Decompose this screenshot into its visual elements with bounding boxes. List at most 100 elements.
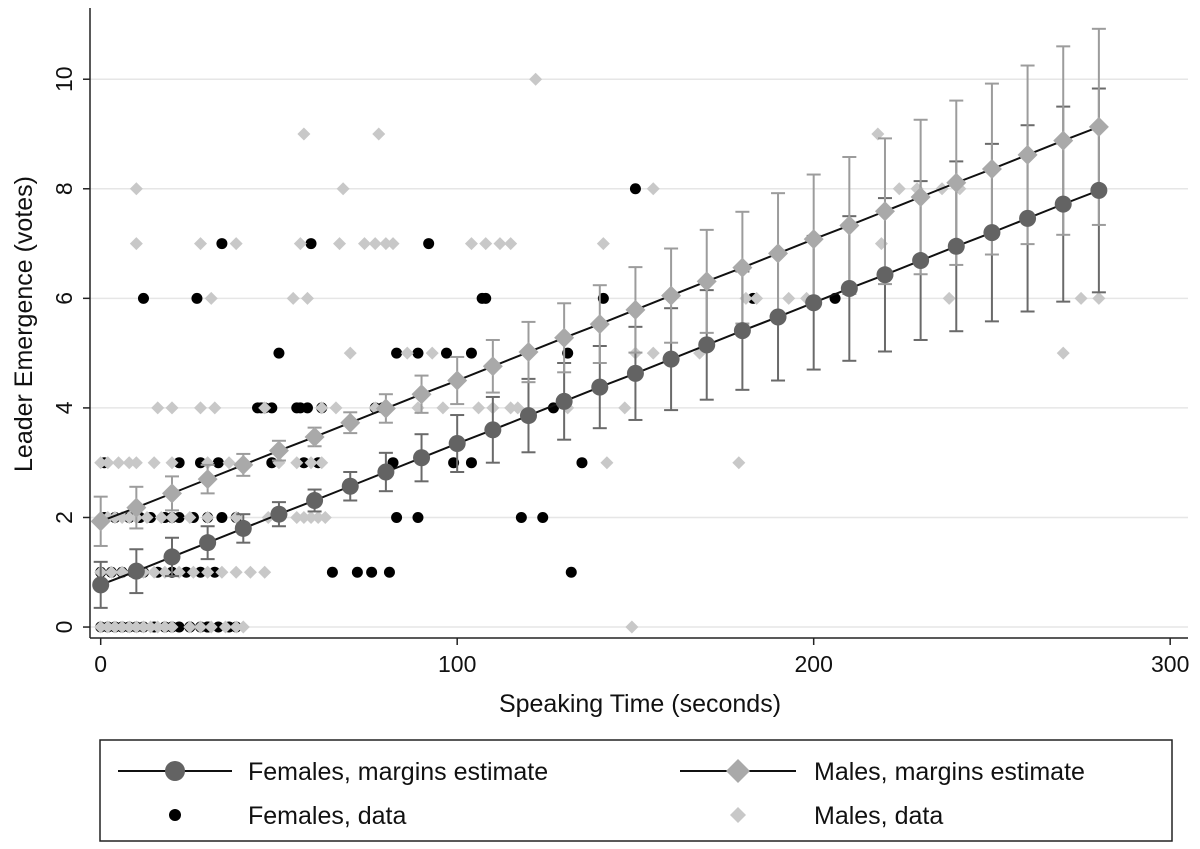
x-tick-label: 200: [794, 651, 832, 677]
male-data-point: [943, 292, 956, 305]
male-data-point: [315, 401, 328, 414]
male-estimate-marker: [483, 356, 503, 376]
y-tick-label: 2: [51, 511, 77, 524]
male-data-point: [893, 182, 906, 195]
female-data-point: [216, 238, 227, 249]
male-data-point: [372, 128, 385, 141]
chart-canvas: 02468100 100 200 300 Speaking Time (seconds…: [0, 0, 1200, 849]
female-estimate-marker: [413, 449, 430, 466]
male-data-point: [337, 182, 350, 195]
female-data-point: [391, 512, 402, 523]
male-data-point: [618, 401, 631, 414]
male-estimate-marker: [233, 455, 253, 475]
male-data-point: [194, 401, 207, 414]
male-estimate-marker: [732, 258, 752, 278]
female-estimate-marker: [92, 576, 109, 593]
legend-males-estimate-label: Males, margins estimate: [814, 758, 1085, 786]
legend-females-data-label: Females, data: [248, 802, 407, 830]
female-estimate-marker: [163, 548, 180, 565]
female-data-point: [302, 402, 313, 413]
female-estimate-marker: [1055, 196, 1072, 213]
female-data-point: [466, 457, 477, 468]
female-estimate-marker: [449, 435, 466, 452]
female-estimate-marker: [270, 506, 287, 523]
male-data-point: [201, 511, 214, 524]
male-estimate-marker: [625, 300, 645, 320]
male-data-point: [387, 237, 400, 250]
male-data-point: [148, 456, 161, 469]
male-estimate-marker: [340, 413, 360, 433]
female-estimate-marker: [306, 492, 323, 509]
male-estimate-marker: [198, 469, 218, 489]
male-data-point: [1057, 347, 1070, 360]
female-data-point: [391, 348, 402, 359]
male-data-point: [151, 401, 164, 414]
male-estimate-marker: [447, 371, 467, 391]
male-data-point: [426, 347, 439, 360]
female-data-point: [516, 512, 527, 523]
female-estimate-marker: [912, 252, 929, 269]
male-data-point: [329, 401, 342, 414]
male-data-point: [465, 237, 478, 250]
male-data-point: [130, 182, 143, 195]
female-data-point: [213, 457, 224, 468]
female-estimate-marker: [770, 308, 787, 325]
male-estimate-marker: [305, 427, 325, 447]
female-data-point: [423, 238, 434, 249]
female-data-point: [191, 293, 202, 304]
male-data-point: [223, 456, 236, 469]
female-estimate-marker: [948, 238, 965, 255]
male-estimate-marker: [1053, 131, 1073, 151]
male-data-point: [479, 237, 492, 250]
male-data-point: [194, 237, 207, 250]
female-data-point: [366, 567, 377, 578]
y-tick-label: 0: [51, 621, 77, 634]
male-data-point: [472, 401, 485, 414]
female-estimate-marker: [199, 534, 216, 551]
male-estimate-marker: [1018, 145, 1038, 165]
male-estimate-marker: [162, 483, 182, 503]
axes: [90, 8, 1188, 638]
male-data-point: [287, 292, 300, 305]
y-tick-label: 6: [51, 292, 77, 305]
legend-males-data-label: Males, data: [814, 802, 943, 830]
male-data-point: [130, 237, 143, 250]
female-estimate-marker: [805, 294, 822, 311]
x-tick-label: 0: [94, 651, 107, 677]
y-axis-title: Leader Emergence (votes): [10, 176, 38, 472]
female-data-point: [466, 348, 477, 359]
female-data-point: [566, 567, 577, 578]
female-data-point: [306, 238, 317, 249]
female-data-point: [384, 567, 395, 578]
female-estimate-marker: [235, 520, 252, 537]
female-data-point: [216, 512, 227, 523]
female-data-point: [412, 348, 423, 359]
female-estimate-marker: [841, 280, 858, 297]
female-data-point: [352, 567, 363, 578]
male-data-point: [401, 347, 414, 360]
y-tick-label: 8: [51, 182, 77, 195]
female-estimate-marker: [627, 365, 644, 382]
female-data-point: [327, 567, 338, 578]
male-estimate-marker: [518, 342, 538, 362]
male-data-point: [1075, 292, 1088, 305]
female-estimate-marker: [591, 379, 608, 396]
male-estimate-marker: [590, 314, 610, 334]
male-estimate-marker: [804, 229, 824, 249]
female-estimate-marker: [1019, 210, 1036, 227]
female-data-point: [291, 402, 302, 413]
female-estimate-marker: [520, 407, 537, 424]
legend-females-estimate-label: Females, margins estimate: [248, 758, 548, 786]
female-estimate-marker: [484, 421, 501, 438]
male-data-point: [625, 621, 638, 634]
male-data-point: [130, 456, 143, 469]
x-axis-title: Speaking Time (seconds): [499, 690, 781, 718]
male-data-point: [647, 182, 660, 195]
male-data-point: [297, 128, 310, 141]
male-data-point: [205, 292, 218, 305]
male-estimate-marker: [839, 215, 859, 235]
male-estimate-marker: [376, 398, 396, 418]
male-data-point: [504, 237, 517, 250]
female-estimate-marker: [1090, 182, 1107, 199]
male-data-point: [732, 456, 745, 469]
